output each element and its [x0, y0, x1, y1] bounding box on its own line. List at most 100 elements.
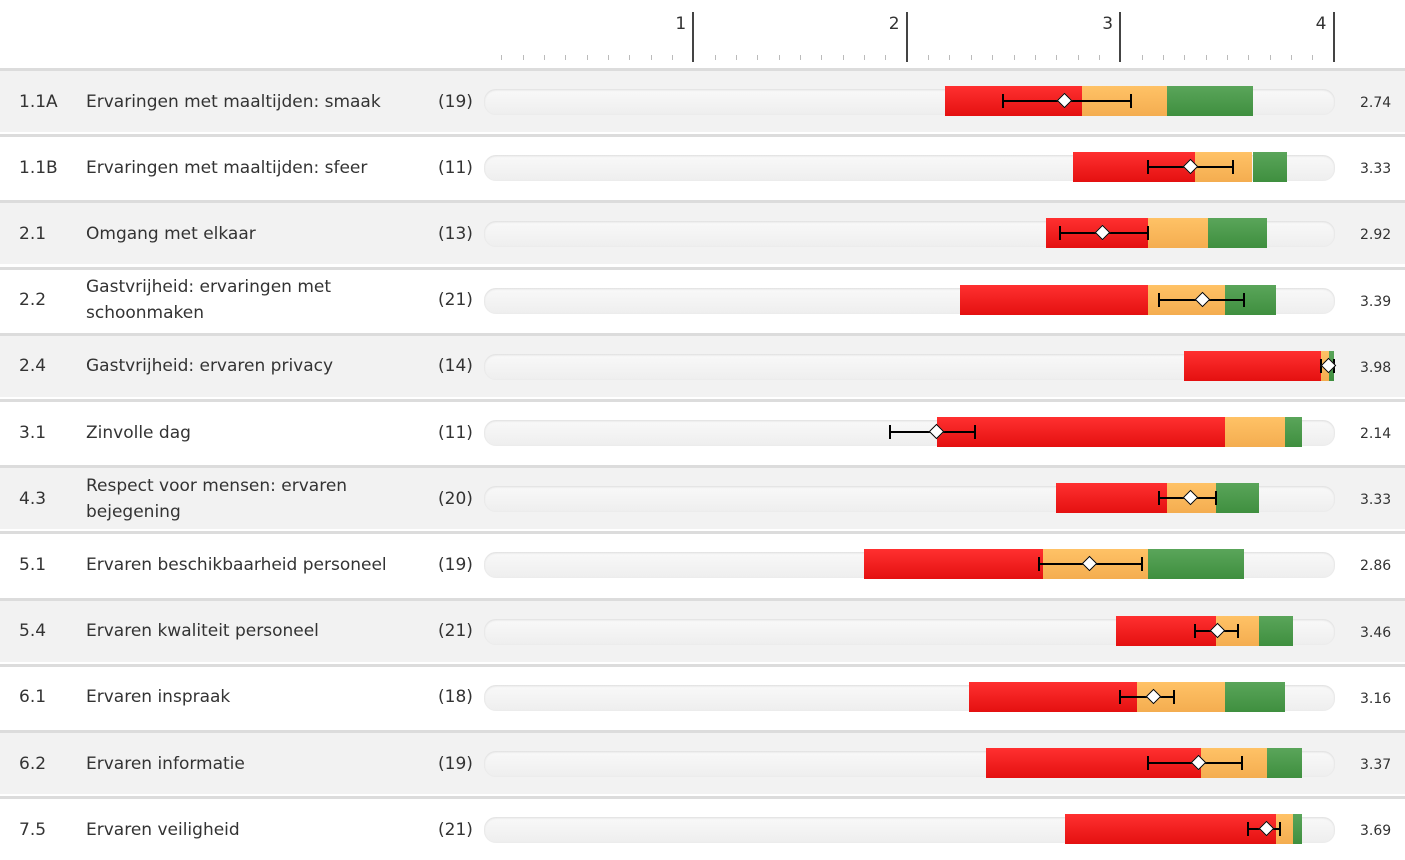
error-cap-high: [1215, 491, 1218, 506]
row-code: 4.3: [19, 488, 47, 509]
row-code: 1.1A: [19, 91, 58, 112]
mean-value: 3.33: [1360, 492, 1392, 509]
x-minor-tick: [992, 55, 994, 60]
error-cap-high: [1279, 822, 1282, 837]
row-code: 5.1: [19, 554, 47, 575]
x-minor-tick: [1034, 55, 1036, 60]
row-code: 2.2: [19, 290, 47, 311]
mean-value: 3.98: [1360, 359, 1392, 376]
row-label: Ervaren informatie: [86, 753, 245, 774]
x-minor-tick: [1056, 55, 1058, 60]
error-cap-high: [1240, 756, 1243, 770]
x-tick-label: 4: [1315, 14, 1327, 34]
row-label: Respect voor mensen: ervaren bejegening: [86, 475, 348, 522]
row-label: Omgang met elkaar: [86, 223, 256, 244]
bar-segment-green: [1293, 814, 1302, 845]
error-cap-low: [1146, 756, 1149, 770]
x-minor-tick: [1141, 55, 1143, 60]
x-minor-tick: [672, 55, 674, 60]
mean-value: 3.37: [1360, 757, 1392, 773]
chart-row: 2.2 Gastvrijheid: ervaringen met schoonma…: [0, 266, 1405, 331]
row-code: 1.1B: [19, 157, 58, 178]
x-minor-tick: [736, 55, 738, 60]
row-count: (19): [438, 554, 473, 575]
bar-segment-red: [968, 681, 1138, 712]
x-tick-label: 3: [1102, 14, 1114, 34]
error-cap-low: [888, 425, 891, 439]
row-count: (14): [438, 356, 473, 377]
row-count: (13): [438, 223, 473, 244]
x-minor-tick: [778, 55, 780, 60]
x-minor-tick: [1226, 55, 1228, 60]
row-count: (20): [438, 488, 473, 509]
bar-segment-orange: [1275, 814, 1294, 845]
mean-value: 3.39: [1360, 293, 1392, 310]
x-minor-tick: [1077, 55, 1079, 60]
x-minor-tick: [629, 55, 631, 60]
error-cap-low: [1059, 226, 1062, 241]
bar-segment-red: [936, 417, 1225, 447]
chart-row: 7.5 Ervaren veiligheid (21) 3.69: [0, 796, 1405, 860]
x-minor-tick: [565, 55, 567, 60]
x-minor-tick: [650, 55, 652, 60]
row-count: (11): [438, 157, 473, 178]
row-code: 2.1: [19, 223, 47, 244]
row-code: 6.1: [19, 687, 47, 708]
x-tick-label: 1: [675, 14, 687, 34]
bar-segment-green: [1224, 681, 1285, 712]
error-cap-high: [1232, 160, 1235, 175]
row-count: (11): [438, 422, 473, 443]
x-tick-label: 2: [888, 14, 900, 34]
x-minor-tick: [949, 55, 951, 60]
mean-value: 2.86: [1360, 558, 1392, 575]
bar-segment-green: [1167, 86, 1253, 116]
x-minor-tick: [885, 55, 887, 60]
row-label: Ervaren kwaliteit personeel: [86, 621, 319, 642]
chart-row: 2.1 Omgang met elkaar (13) 2.92: [0, 200, 1405, 265]
x-minor-tick: [970, 55, 972, 60]
error-cap-high: [1140, 557, 1143, 572]
bar-segment-green: [1267, 748, 1302, 778]
mean-value: 2.14: [1360, 426, 1392, 442]
x-minor-tick: [1290, 55, 1292, 60]
error-cap-low: [1319, 358, 1322, 373]
x-minor-tick: [1098, 55, 1100, 60]
row-label: Ervaren beschikbaarheid personeel: [86, 554, 387, 575]
error-cap-high: [1172, 689, 1175, 704]
x-minor-tick: [608, 55, 610, 60]
chart-row: 6.2 Ervaren informatie (19) 3.37: [0, 730, 1405, 794]
bar-segment-orange: [1224, 417, 1285, 447]
x-minor-tick: [522, 55, 524, 60]
bar-segment-red: [1184, 350, 1321, 381]
error-cap-high: [974, 425, 977, 439]
bar-segment-green: [1207, 218, 1268, 249]
error-cap-high: [1242, 292, 1245, 307]
row-code: 7.5: [19, 819, 47, 840]
row-label: Ervaren inspraak: [86, 687, 231, 708]
x-minor-tick: [586, 55, 588, 60]
row-count: (19): [438, 91, 473, 112]
bar-segment-green: [1284, 417, 1302, 447]
row-count: (21): [438, 819, 473, 840]
bar-segment-green: [1216, 483, 1259, 514]
row-code: 5.4: [19, 621, 47, 642]
bar-segment-red: [1056, 483, 1168, 514]
mean-value: 3.16: [1360, 690, 1392, 707]
row-label: Ervaringen met maaltijden: sfeer: [86, 157, 368, 178]
bar-segment-green: [1252, 152, 1287, 183]
row-label: Gastvrijheid: ervaren privacy: [86, 356, 334, 377]
mean-value: 2.92: [1360, 227, 1392, 244]
bar-segment-red: [864, 549, 1044, 580]
x-minor-tick: [1162, 55, 1164, 60]
x-tick-mark: [1119, 12, 1122, 62]
error-cap-low: [1038, 557, 1041, 572]
x-tick-mark: [905, 12, 908, 62]
mean-value: 3.33: [1360, 161, 1392, 178]
x-minor-tick: [1269, 55, 1271, 60]
chart-row: 6.1 Ervaren inspraak (18) 3.16: [0, 663, 1405, 728]
bar-segment-orange: [1147, 218, 1208, 249]
x-minor-tick: [821, 55, 823, 60]
error-cap-low: [1247, 822, 1250, 837]
chart-row: 1.1A Ervaringen met maaltijden: smaak (19)…: [0, 68, 1405, 132]
